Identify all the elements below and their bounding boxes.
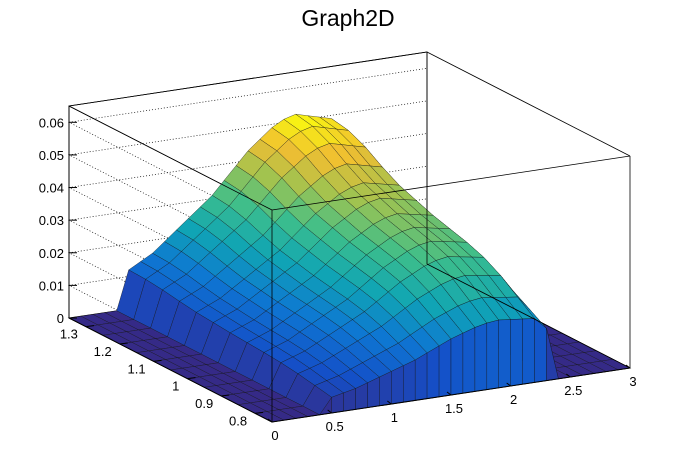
- surface-front-panel: [450, 332, 464, 396]
- surface-front-panel: [474, 322, 487, 392]
- x-tick-mark: [625, 364, 631, 369]
- x-tick-label: 2.5: [564, 383, 582, 398]
- z-tick-label: 0.02: [39, 246, 64, 261]
- x-tick-mark: [327, 409, 332, 414]
- z-tick-label: 0.01: [39, 278, 64, 293]
- x-tick-label: 1: [391, 410, 398, 425]
- frame-edge: [271, 155, 631, 211]
- z-tick-label: 0: [57, 311, 64, 326]
- x-tick-mark: [267, 418, 273, 423]
- surface-front-panel: [415, 352, 428, 401]
- y-tick-label: 0.9: [195, 396, 213, 411]
- y-axis-line: [68, 317, 273, 423]
- surface-front-panel: [486, 319, 499, 390]
- frame-box: [68, 51, 631, 422]
- surface-front-panel: [438, 338, 452, 398]
- frame-edge: [426, 263, 631, 369]
- y-tick-label: 1.2: [94, 344, 112, 359]
- x-tick-mark: [446, 391, 452, 396]
- x-tick-label: 3: [629, 374, 636, 389]
- y-tick-mark: [119, 342, 128, 345]
- y-tick-mark: [255, 411, 264, 414]
- z-tick-label: 0.05: [39, 148, 64, 163]
- y-tick-label: 1: [172, 379, 179, 394]
- x-tick-label: 1.5: [445, 401, 463, 416]
- surface-front-panel: [534, 318, 547, 383]
- x-tick-label: 0: [271, 428, 278, 443]
- y-tick-label: 1.1: [128, 361, 146, 376]
- surface-front-panel: [522, 318, 535, 385]
- y-tick-mark: [221, 394, 230, 397]
- y-tick-label: 0.8: [229, 413, 247, 428]
- frame-edge: [426, 51, 631, 157]
- chart-title: Graph2D: [301, 5, 394, 31]
- z-tick-label: 0.03: [39, 213, 64, 228]
- x-axis: 0 0.5 1 1.5 2 2.5 3: [267, 364, 637, 443]
- z-tick-label: 0.04: [39, 181, 64, 196]
- y-tick-mark: [187, 377, 196, 380]
- surface-front-panel: [510, 318, 523, 387]
- surface-front-panel: [379, 371, 392, 407]
- x-tick-label: 0.5: [326, 419, 344, 434]
- surface-front-panel: [462, 327, 476, 394]
- x-tick-mark: [566, 373, 571, 378]
- surface-front-panel: [391, 365, 404, 405]
- z-axis: 0 0.01 0.02 0.03 0.04 0.05 0.06: [39, 106, 77, 326]
- z-tick-label: 0.06: [39, 115, 64, 130]
- y-tick-mark: [153, 359, 162, 362]
- surface-front-panel: [426, 345, 440, 399]
- frame-edge: [68, 105, 273, 211]
- surface-front-panel: [403, 359, 416, 403]
- y-axis: 0.8 0.9 1 1.1 1.2 1.3: [60, 317, 273, 428]
- x-tick-mark: [506, 382, 511, 387]
- x-tick-label: 2: [510, 392, 517, 407]
- surface-front-panel: [498, 319, 511, 389]
- frame-edge: [68, 51, 428, 107]
- y-tick-mark: [85, 325, 94, 328]
- surface-mesh: [68, 114, 631, 423]
- y-tick-label: 1.3: [60, 327, 78, 342]
- x-tick-mark: [387, 400, 392, 405]
